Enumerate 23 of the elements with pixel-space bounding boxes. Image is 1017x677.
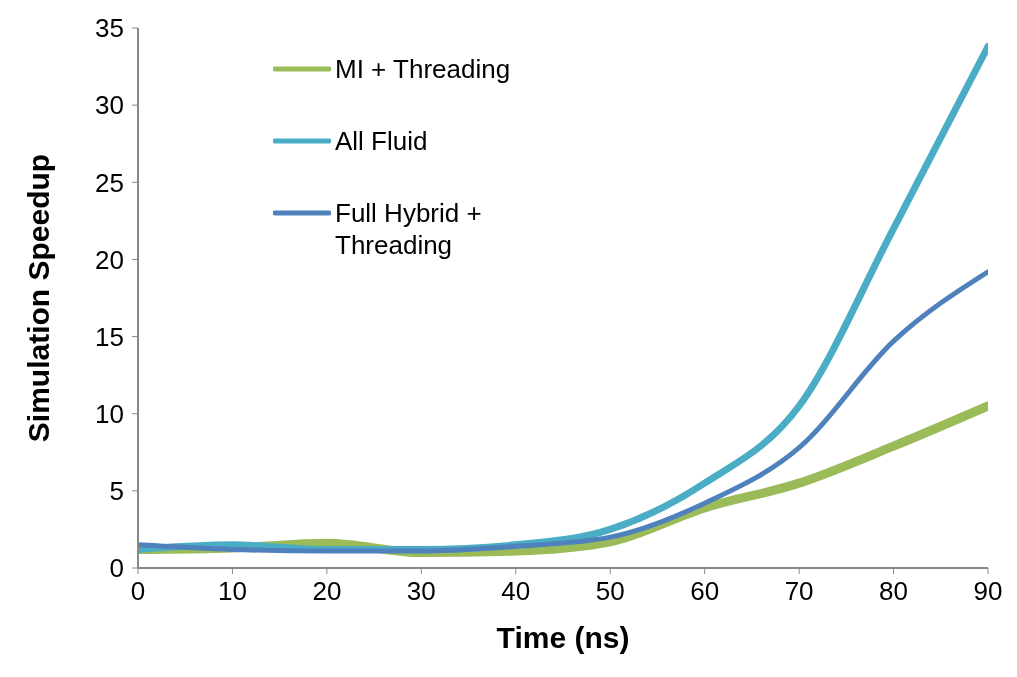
y-tick-label: 10 xyxy=(95,398,124,429)
legend-label: All Fluid xyxy=(335,125,428,157)
x-tick-label: 10 xyxy=(217,576,247,607)
y-tick-label: 0 xyxy=(109,553,124,584)
y-tick-label: 15 xyxy=(95,321,124,352)
x-tick-label: 50 xyxy=(595,576,625,607)
x-axis-title: Time (ns) xyxy=(496,621,630,654)
y-axis-title: Simulation Speedup xyxy=(21,153,55,443)
x-tick-label: 80 xyxy=(879,576,909,607)
x-tick-label: 40 xyxy=(501,576,531,607)
y-tick-label: 25 xyxy=(95,167,124,198)
legend-label: Full Hybrid + Threading xyxy=(335,197,483,261)
x-tick-label: 20 xyxy=(312,576,342,607)
x-tick-label: 30 xyxy=(406,576,436,607)
x-tick-label: 0 xyxy=(130,576,146,607)
x-tick-label: 70 xyxy=(784,576,814,607)
y-tick-label: 20 xyxy=(95,244,124,275)
x-tick-label: 60 xyxy=(690,576,720,607)
y-tick-label: 30 xyxy=(95,90,124,121)
x-tick-label: 90 xyxy=(973,576,1003,607)
y-tick-label: 5 xyxy=(109,476,124,507)
y-tick-label: 35 xyxy=(95,13,124,44)
legend-label: MI + Threading xyxy=(335,53,511,85)
